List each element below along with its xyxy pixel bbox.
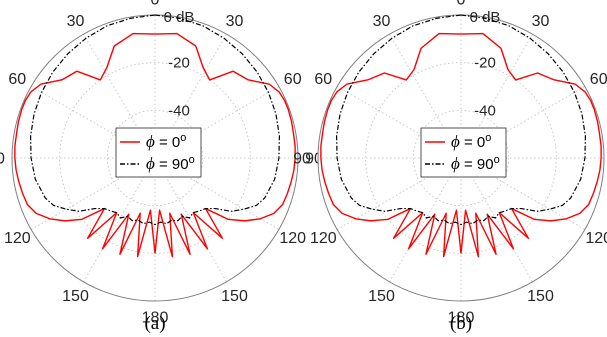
radial-tick-label: -20	[474, 55, 496, 72]
series-phi-90-line	[460, 14, 586, 226]
radial-tick-label: -40	[474, 102, 496, 119]
theta-tick-label: 30	[226, 13, 244, 30]
theta-tick-label: 30	[532, 13, 550, 30]
series-phi-90-line	[336, 14, 462, 226]
theta-tick-label: 120	[310, 230, 337, 247]
radial-tick-label: -20	[168, 55, 190, 72]
polar-chart-b: 03060901201501801501209060300 dB-20-40ϕ …	[293, 0, 607, 334]
theta-tick-label: 60	[314, 71, 332, 88]
series-phi-0-line	[460, 32, 602, 258]
legend-label-phi-90: ϕ = 90o	[146, 154, 195, 173]
series-phi-0-line	[154, 32, 296, 258]
legend: ϕ = 0o ϕ = 90o	[420, 127, 507, 178]
theta-tick-label: 60	[8, 71, 26, 88]
series-phi-0-line	[320, 32, 462, 258]
theta-tick-label: 0	[151, 0, 160, 9]
theta-tick-label: 150	[527, 288, 554, 305]
theta-tick-label: 150	[221, 288, 248, 305]
theta-tick-label: 150	[62, 288, 89, 305]
radial-tick-label: 0 dB	[164, 9, 195, 26]
theta-tick-label: 0	[457, 0, 466, 9]
theta-tick-label: 120	[4, 230, 31, 247]
panel-label-a: (a)	[144, 313, 165, 334]
theta-tick-label: 120	[279, 230, 306, 247]
theta-tick-label: 30	[373, 13, 391, 30]
radial-tick-label: -40	[168, 102, 190, 119]
radial-grid-circle	[59, 62, 251, 254]
legend-box	[420, 127, 507, 178]
radial-grid-circle	[365, 62, 557, 254]
theta-tick-label: 90	[293, 151, 311, 168]
legend-box	[115, 127, 202, 178]
legend: ϕ = 0o ϕ = 90o	[115, 127, 202, 178]
polar-chart-a: 0 30 60 90 120 150 180 150 120 90 60 30 0 dB -20 -40 ϕ …	[0, 0, 323, 334]
theta-tick-label: 180	[142, 310, 169, 327]
legend-label-phi-0: ϕ = 0o	[146, 132, 186, 151]
radial-grid-circle	[106, 109, 204, 207]
theta-tick-label: 30	[67, 13, 85, 30]
theta-tick-label: 60	[590, 71, 607, 88]
theta-tick-label: 180	[448, 310, 475, 327]
panel-label-b: (b)	[450, 313, 472, 334]
legend-label-phi-90: ϕ = 90o	[451, 154, 500, 173]
series-phi-90-line	[154, 14, 280, 226]
radial-grid-circle	[412, 109, 510, 207]
series-phi-90-line	[30, 14, 156, 226]
theta-tick-label: 60	[284, 71, 302, 88]
theta-tick-label: 90	[0, 151, 5, 168]
theta-tick-label: 150	[368, 288, 395, 305]
series-phi-0-line	[14, 32, 156, 258]
legend-label-phi-0: ϕ = 0o	[451, 132, 491, 151]
theta-tick-label: 120	[585, 230, 607, 247]
radial-tick-label: 0 dB	[470, 9, 501, 26]
